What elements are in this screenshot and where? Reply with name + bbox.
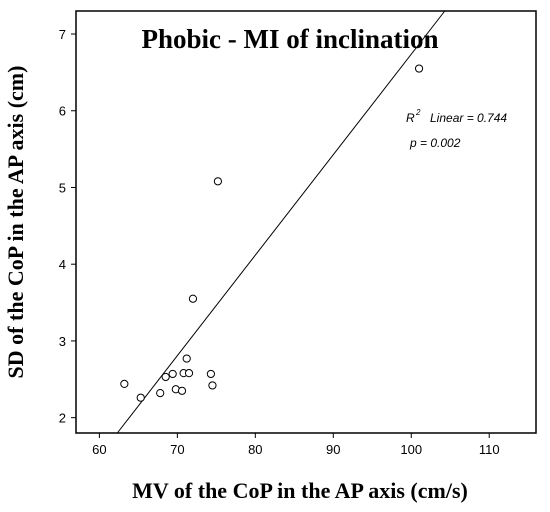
data-point	[414, 64, 424, 73]
y-tick-label: 2	[59, 411, 66, 426]
data-points	[120, 64, 424, 402]
data-point	[177, 386, 187, 395]
data-point	[184, 369, 194, 378]
data-point	[206, 369, 215, 379]
regression-line	[116, 10, 446, 434]
y-axis-label: SD of the CoP in the AP axis (cm)	[3, 66, 28, 379]
r2-exponent: 2	[415, 108, 421, 117]
data-point	[168, 369, 177, 379]
data-point	[208, 381, 217, 390]
p-value-text: p = 0.002	[409, 136, 461, 150]
y-tick-label: 4	[59, 257, 66, 272]
y-tick-label: 6	[59, 104, 66, 119]
data-point	[182, 354, 191, 363]
data-point	[188, 294, 198, 303]
data-point	[156, 389, 165, 398]
y-tick-label: 3	[59, 334, 66, 349]
data-point	[161, 372, 170, 382]
x-tick-label: 60	[92, 442, 106, 457]
x-axis-ticks: 60 70 80 90 100 110	[92, 433, 500, 457]
y-tick-label: 7	[59, 27, 66, 42]
x-tick-label: 80	[248, 442, 262, 457]
y-tick-label: 5	[59, 180, 66, 195]
chart-title: Phobic - MI of inclination	[141, 24, 438, 54]
y-axis-ticks: 2 3 4 5 6 7	[59, 27, 76, 426]
data-point	[120, 379, 129, 388]
r2-symbol: R	[406, 111, 415, 125]
r2-linear-text: Linear = 0.744	[430, 111, 507, 125]
x-tick-label: 70	[170, 442, 184, 457]
x-tick-label: 100	[400, 442, 422, 457]
plot-area-frame	[75, 10, 537, 434]
x-tick-label: 90	[326, 442, 340, 457]
fit-annotation: R 2 Linear = 0.744 p = 0.002	[406, 108, 507, 150]
fit-line-layer	[116, 10, 446, 434]
x-axis-label: MV of the CoP in the AP axis (cm/s)	[132, 478, 468, 503]
x-tick-label: 110	[479, 442, 500, 457]
data-point	[136, 393, 145, 402]
data-point	[213, 177, 222, 186]
